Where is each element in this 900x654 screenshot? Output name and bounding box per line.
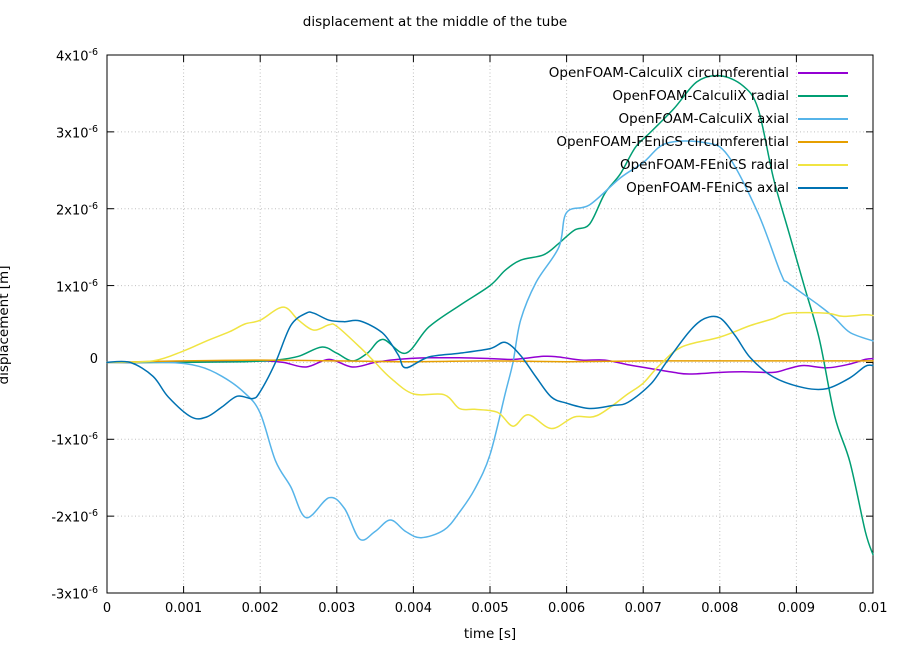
legend-swatch-openfoam-fenics-circumferential <box>798 140 848 143</box>
x-tick-label-0.005: 0.005 <box>471 601 509 616</box>
series-line-openfoam-fenics-circumferential <box>106 359 874 364</box>
legend-swatch-openfoam-calculix-circumferential <box>798 71 848 74</box>
y-tick-label-0: 0 <box>89 352 98 368</box>
x-tick-label-0.006: 0.006 <box>547 601 586 616</box>
x-tick-label-0.003: 0.003 <box>318 601 356 616</box>
legend-swatch-openfoam-calculix-radial <box>798 94 848 97</box>
legend-swatch-openfoam-calculix-axial <box>798 117 848 120</box>
y-tick-label-3: 3x10-6 <box>56 123 98 142</box>
legend-item-openfoam-fenics-circumferential: OpenFOAM-FEniCS circumferential <box>549 130 848 153</box>
x-tick-label-0.001: 0.001 <box>164 601 203 616</box>
x-tick-label-0.004: 0.004 <box>394 601 432 616</box>
x-tick-label-0.009: 0.009 <box>777 601 815 616</box>
x-tick-label-0.002: 0.002 <box>241 601 279 616</box>
legend-label-openfoam-fenics-axial: OpenFOAM-FEniCS axial <box>626 179 789 196</box>
x-tick-label-0.007: 0.007 <box>624 601 662 616</box>
legend-item-openfoam-calculix-axial: OpenFOAM-CalculiX axial <box>549 107 848 130</box>
series-line-openfoam-calculix-circumferential <box>106 355 874 375</box>
y-tick-label--2: -2x10-6 <box>51 508 98 526</box>
y-tick-label--1: -1x10-6 <box>51 431 98 449</box>
legend-item-openfoam-calculix-radial: OpenFOAM-CalculiX radial <box>549 84 848 107</box>
y-tick-label-2: 2x10-6 <box>56 200 98 219</box>
legend-item-openfoam-fenics-radial: OpenFOAM-FEniCS radial <box>549 153 848 176</box>
y-tick-label-4: 4x10-6 <box>56 47 98 65</box>
x-tick-label-0.01: 0.01 <box>858 601 888 616</box>
legend-item-openfoam-fenics-axial: OpenFOAM-FEniCS axial <box>549 176 848 199</box>
legend-swatch-openfoam-fenics-axial <box>798 186 848 189</box>
chart-title: displacement at the middle of the tube <box>302 14 568 30</box>
legend-label-openfoam-fenics-circumferential: OpenFOAM-FEniCS circumferential <box>556 133 789 150</box>
y-tick-label-1: 1x10-6 <box>56 277 98 295</box>
x-tick-label-0: 0 <box>102 601 112 616</box>
x-tick-label-0.008: 0.008 <box>701 601 739 616</box>
legend-label-openfoam-calculix-axial: OpenFOAM-CalculiX axial <box>618 110 789 127</box>
y-tick-label--3: -3x10-6 <box>51 585 98 603</box>
legend-label-openfoam-calculix-circumferential: OpenFOAM-CalculiX circumferential <box>548 64 789 81</box>
series-line-openfoam-fenics-radial <box>106 306 874 430</box>
legend-label-openfoam-calculix-radial: OpenFOAM-CalculiX radial <box>612 87 789 104</box>
series-line-openfoam-calculix-radial <box>106 74 874 556</box>
legend-item-openfoam-calculix-circumferential: OpenFOAM-CalculiX circumferential <box>549 61 848 84</box>
x-axis-label: time [s] <box>463 626 517 642</box>
legend-label-openfoam-fenics-radial: OpenFOAM-FEniCS radial <box>619 156 789 173</box>
series-line-openfoam-fenics-axial <box>106 311 874 420</box>
series-line-openfoam-calculix-axial <box>106 140 874 541</box>
legend: OpenFOAM-CalculiX circumferential OpenFOA… <box>549 61 848 199</box>
legend-swatch-openfoam-fenics-radial <box>798 163 848 166</box>
